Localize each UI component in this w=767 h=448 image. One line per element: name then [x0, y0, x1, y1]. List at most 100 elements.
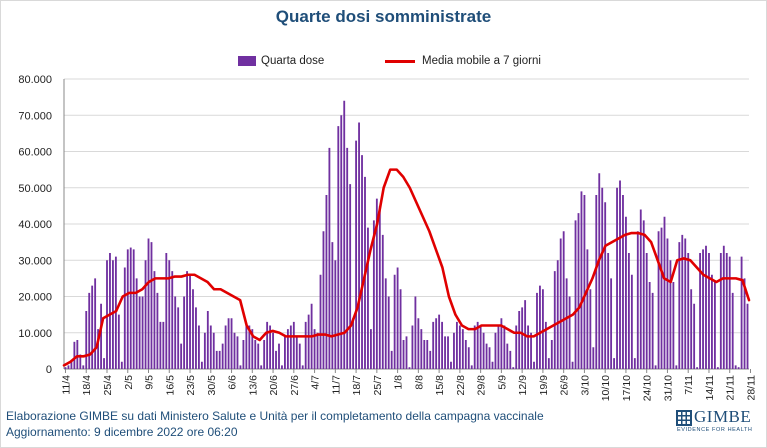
bar-layer — [64, 100, 749, 370]
bar — [242, 340, 245, 369]
bar — [458, 325, 461, 369]
footer-source: Elaborazione GIMBE su dati Ministero Sal… — [6, 409, 544, 423]
bar — [550, 340, 553, 369]
bar — [325, 195, 328, 369]
bar — [343, 100, 346, 369]
x-tick-label: 18/4 — [81, 375, 93, 396]
bar — [349, 184, 352, 370]
bar — [708, 253, 710, 369]
x-tick-label: 3/10 — [579, 375, 591, 396]
bar — [129, 247, 132, 369]
bar — [230, 318, 233, 369]
bar — [289, 325, 292, 369]
bar — [728, 256, 731, 370]
bar — [509, 350, 512, 370]
bar — [630, 274, 633, 369]
bar — [598, 173, 601, 369]
bar — [642, 220, 645, 370]
bar — [497, 325, 500, 369]
bar — [589, 289, 592, 369]
bar — [233, 332, 236, 369]
bar — [512, 367, 515, 369]
bar — [651, 292, 654, 370]
bar — [713, 282, 716, 369]
x-tick-label: 26/9 — [559, 375, 571, 396]
bar — [737, 367, 740, 369]
bar — [367, 227, 369, 370]
bar — [530, 332, 532, 369]
bar — [174, 296, 177, 369]
x-tick-label: 9/5 — [144, 375, 156, 390]
bar — [251, 329, 254, 370]
x-tick-label: 13/6 — [247, 375, 259, 396]
legend-item-line: Media mobile a 7 giorni — [385, 55, 541, 67]
legend-swatch-line — [385, 59, 415, 63]
bar — [441, 321, 444, 370]
bar — [153, 271, 156, 370]
bar — [67, 365, 70, 370]
x-tick-label: 16/5 — [164, 375, 176, 396]
bar — [639, 209, 642, 369]
bar — [239, 365, 242, 370]
bar — [91, 285, 94, 370]
bar — [224, 325, 227, 369]
x-tick-label: 24/10 — [642, 375, 654, 401]
bar — [278, 343, 280, 370]
bar — [432, 321, 435, 370]
bar — [355, 140, 358, 370]
bar — [370, 329, 372, 370]
line-layer — [62, 168, 751, 367]
bar — [616, 187, 618, 369]
x-tick-label: 14/11 — [704, 375, 716, 401]
x-tick-label: 12/9 — [517, 375, 529, 396]
x-tick-label: 25/7 — [372, 375, 384, 396]
x-tick-label: 7/11 — [683, 375, 695, 395]
bar — [64, 367, 67, 369]
bar — [189, 274, 191, 369]
bar — [162, 321, 165, 370]
logo-name: GIMBE — [694, 407, 752, 426]
x-tick-label: 1/8 — [393, 375, 405, 390]
bar — [399, 289, 402, 369]
bar — [438, 314, 441, 370]
bar — [269, 325, 272, 369]
bar — [414, 296, 417, 369]
gimbe-logo: GIMBE EVIDENCE FOR HEALTH — [676, 407, 762, 440]
logo-grid-icon — [676, 410, 692, 426]
bar — [417, 318, 420, 369]
bar — [275, 350, 277, 370]
bar — [687, 253, 690, 369]
bar — [156, 292, 159, 370]
bar — [553, 271, 556, 370]
bar — [200, 361, 203, 369]
bar — [132, 249, 135, 370]
bar — [150, 242, 153, 370]
bar — [743, 278, 746, 370]
y-tick-label: 20.000 — [18, 292, 52, 304]
bar — [515, 325, 518, 369]
bar — [85, 311, 88, 369]
bar — [402, 340, 405, 369]
bar — [70, 359, 73, 369]
bar — [473, 325, 476, 369]
x-tick-label: 4/7 — [310, 375, 322, 390]
bar — [316, 332, 319, 369]
bar — [681, 234, 684, 370]
x-tick-label: 15/8 — [434, 375, 446, 396]
bar — [604, 202, 607, 369]
bar — [79, 354, 82, 369]
bar — [405, 336, 408, 370]
bar — [337, 126, 340, 370]
x-tick-layer: 11/4 18/4 25/4 2/5 9/5 16/5 23/5 30/5 6/6 13/6 20/… — [60, 369, 767, 401]
bar — [209, 325, 212, 369]
x-tick-label: 22/8 — [455, 375, 467, 396]
bar — [592, 347, 595, 369]
x-tick-label: 5/9 — [496, 375, 508, 390]
bar — [455, 321, 458, 370]
bar — [636, 231, 639, 369]
bar — [97, 329, 100, 370]
y-tick-label: 30.000 — [18, 255, 52, 267]
bar — [195, 307, 197, 370]
bar — [562, 231, 565, 369]
